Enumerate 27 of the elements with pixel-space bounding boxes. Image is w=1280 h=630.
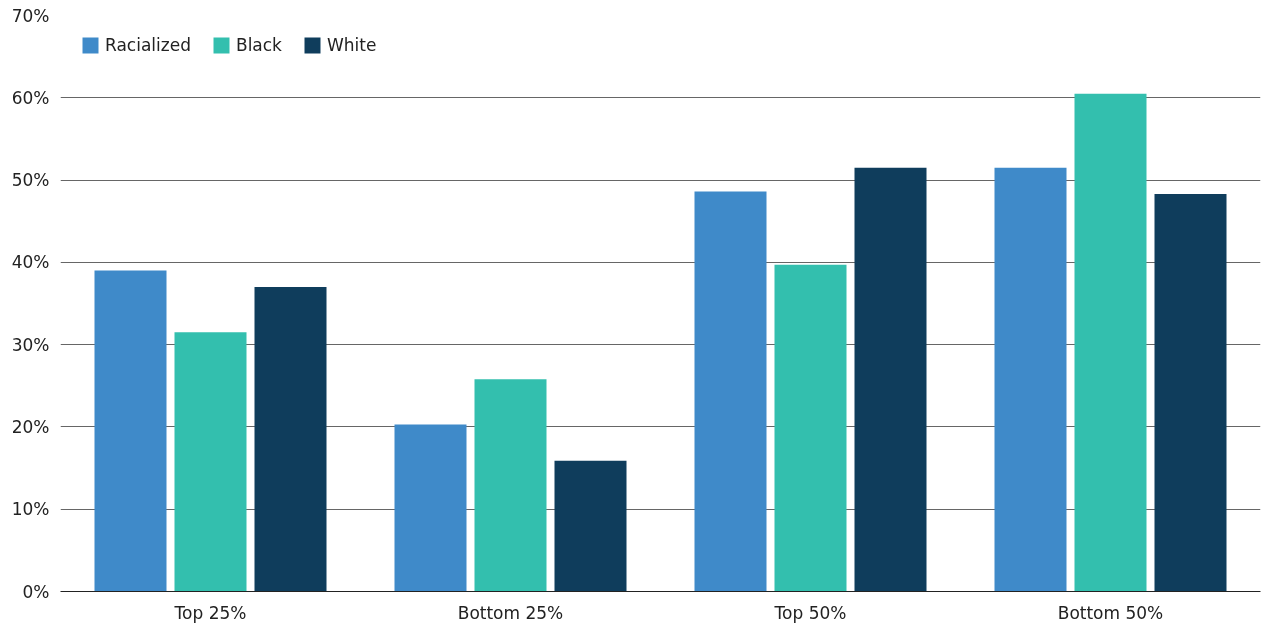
bar (1154, 194, 1227, 592)
bar (694, 191, 767, 592)
y-tick-label: 10% (11, 499, 50, 520)
bar (254, 287, 327, 592)
bar (394, 424, 467, 592)
x-tick-label: Top 50% (773, 602, 847, 623)
legend-label: White (326, 35, 377, 55)
y-tick-label: 0% (22, 581, 50, 602)
y-tick-label: 70% (11, 5, 50, 26)
bar (94, 270, 167, 592)
bar (854, 167, 927, 592)
legend-label: Racialized (105, 35, 191, 55)
bar (554, 460, 627, 592)
bar (474, 379, 547, 592)
y-tick-label: 60% (11, 87, 50, 108)
y-tick-label: 30% (11, 334, 50, 355)
legend-label: Black (235, 35, 282, 55)
bar (774, 264, 847, 592)
x-tick-label: Bottom 50% (1057, 602, 1164, 623)
bar (1074, 93, 1147, 592)
x-tick-label: Top 25% (173, 602, 247, 623)
y-tick-label: 20% (11, 416, 50, 437)
bar (994, 167, 1067, 592)
bar (174, 332, 247, 592)
y-tick-label: 40% (11, 252, 50, 273)
x-tick-label: Bottom 25% (457, 602, 564, 623)
y-tick-label: 50% (11, 170, 50, 191)
